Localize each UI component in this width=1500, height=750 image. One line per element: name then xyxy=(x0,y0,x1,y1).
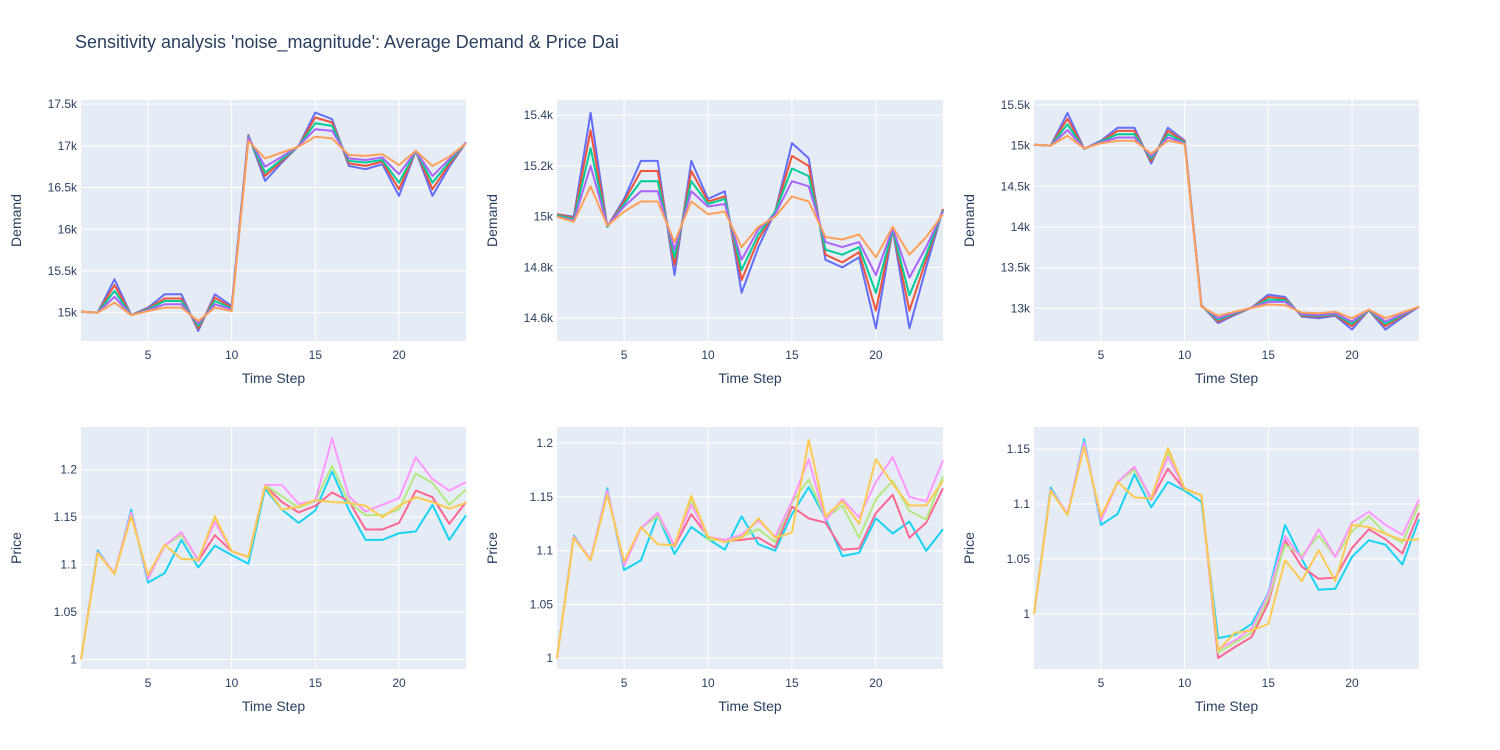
y-tick-label: 13.5k xyxy=(1001,261,1031,275)
x-tick-label: 20 xyxy=(1345,348,1359,362)
x-tick-label: 5 xyxy=(145,676,152,690)
x-axis-title: Time Step xyxy=(242,370,305,386)
y-tick-label: 16.5k xyxy=(48,181,78,195)
y-axis-title: Price xyxy=(961,532,977,564)
y-tick-label: 17.5k xyxy=(48,97,78,111)
series-line-2 xyxy=(556,129,944,312)
x-tick-label: 20 xyxy=(392,348,406,362)
x-tick-label: 10 xyxy=(225,348,239,362)
plot-area xyxy=(81,427,466,669)
x-axis-title: Time Step xyxy=(1195,698,1258,714)
y-tick-label: 14.8k xyxy=(524,260,554,274)
y-tick-label: 14.6k xyxy=(524,311,554,325)
x-tick-label: 5 xyxy=(621,676,628,690)
y-tick-label: 15.5k xyxy=(48,264,78,278)
y-tick-label: 1.05 xyxy=(1007,552,1031,566)
y-tick-label: 1 xyxy=(70,653,77,667)
x-axis-title: Time Step xyxy=(1195,370,1258,386)
y-tick-label: 17k xyxy=(58,139,78,153)
y-tick-label: 1.15 xyxy=(530,490,554,504)
series-line-5 xyxy=(1033,134,1420,320)
x-axis-title: Time Step xyxy=(242,698,305,714)
x-tick-label: 5 xyxy=(1098,348,1105,362)
figure-title: Sensitivity analysis 'noise_magnitude': … xyxy=(75,32,619,52)
y-axis-title: Demand xyxy=(8,194,24,247)
y-axis-title: Price xyxy=(484,532,500,564)
y-axis-title: Price xyxy=(8,532,24,564)
subplot-6: 5 10 15 20 1 1.05 1.1 1.15 Time Step Price xyxy=(961,427,1420,714)
subplot-3: 5 10 15 20 13k 13.5k 14k 14.5k 15k 15.5k Time Step… xyxy=(961,98,1420,386)
plot-area xyxy=(557,427,943,669)
y-tick-label: 1.2 xyxy=(60,463,77,477)
plot-area xyxy=(1034,427,1419,669)
subplot-5: 5 10 15 20 1 1.05 1.1 1.15 1.2 Time Step Price xyxy=(484,427,944,714)
x-tick-label: 20 xyxy=(869,676,883,690)
x-axis-title: Time Step xyxy=(718,698,781,714)
series-line-5 xyxy=(80,484,467,660)
x-tick-label: 15 xyxy=(309,348,323,362)
x-tick-label: 15 xyxy=(785,676,799,690)
y-tick-label: 14k xyxy=(1011,220,1031,234)
series-line-5 xyxy=(1033,445,1420,652)
x-tick-label: 10 xyxy=(1178,676,1192,690)
x-tick-label: 20 xyxy=(1345,676,1359,690)
y-tick-label: 14.5k xyxy=(1001,179,1031,193)
y-tick-label: 1 xyxy=(546,651,553,665)
plot-area xyxy=(81,100,466,341)
x-tick-label: 10 xyxy=(701,348,715,362)
y-tick-label: 1.1 xyxy=(536,544,553,558)
plot-area xyxy=(1034,100,1419,341)
x-axis-title: Time Step xyxy=(718,370,781,386)
y-tick-label: 15.5k xyxy=(1001,98,1031,112)
y-tick-label: 1 xyxy=(1023,607,1030,621)
y-tick-label: 1.2 xyxy=(536,436,553,450)
y-tick-label: 16k xyxy=(58,222,78,236)
series-line-5 xyxy=(556,185,944,259)
y-tick-label: 1.15 xyxy=(54,510,78,524)
y-tick-label: 1.05 xyxy=(530,597,554,611)
subplot-2: 5 10 15 20 14.6k 14.8k 15k 15.2k 15.4k Time Step D… xyxy=(484,100,944,386)
x-tick-label: 15 xyxy=(1262,676,1276,690)
x-tick-label: 10 xyxy=(225,676,239,690)
x-tick-label: 20 xyxy=(392,676,406,690)
series-line-5 xyxy=(556,438,944,659)
y-tick-label: 1.05 xyxy=(54,605,78,619)
y-tick-label: 15k xyxy=(1011,139,1031,153)
x-tick-label: 5 xyxy=(621,348,628,362)
y-tick-label: 1.15 xyxy=(1007,442,1031,456)
y-tick-label: 15.4k xyxy=(524,108,554,122)
y-tick-label: 15k xyxy=(58,306,78,320)
series-line-3 xyxy=(556,147,944,297)
series-line-1 xyxy=(556,111,944,330)
subplot-4: 5 10 15 20 1 1.05 1.1 1.15 1.2 Time Step Price xyxy=(8,427,467,714)
y-tick-label: 15k xyxy=(534,210,554,224)
x-tick-label: 15 xyxy=(1262,348,1276,362)
x-tick-label: 15 xyxy=(309,676,323,690)
x-tick-label: 5 xyxy=(145,348,152,362)
y-axis-title: Demand xyxy=(961,194,977,247)
y-tick-label: 13k xyxy=(1011,301,1031,315)
y-tick-label: 1.1 xyxy=(1013,497,1030,511)
x-tick-label: 20 xyxy=(869,348,883,362)
series-line-5 xyxy=(80,135,467,322)
y-tick-label: 1.1 xyxy=(60,558,77,572)
y-axis-title: Demand xyxy=(484,194,500,247)
subplot-1: 5 10 15 20 15k 15.5k 16k 16.5k 17k 17.5k Time Step… xyxy=(8,97,467,386)
x-tick-label: 10 xyxy=(1178,348,1192,362)
x-tick-label: 5 xyxy=(1098,676,1105,690)
series-line-4 xyxy=(556,165,944,279)
x-tick-label: 10 xyxy=(701,676,715,690)
x-tick-label: 15 xyxy=(785,348,799,362)
y-tick-label: 15.2k xyxy=(524,159,554,173)
